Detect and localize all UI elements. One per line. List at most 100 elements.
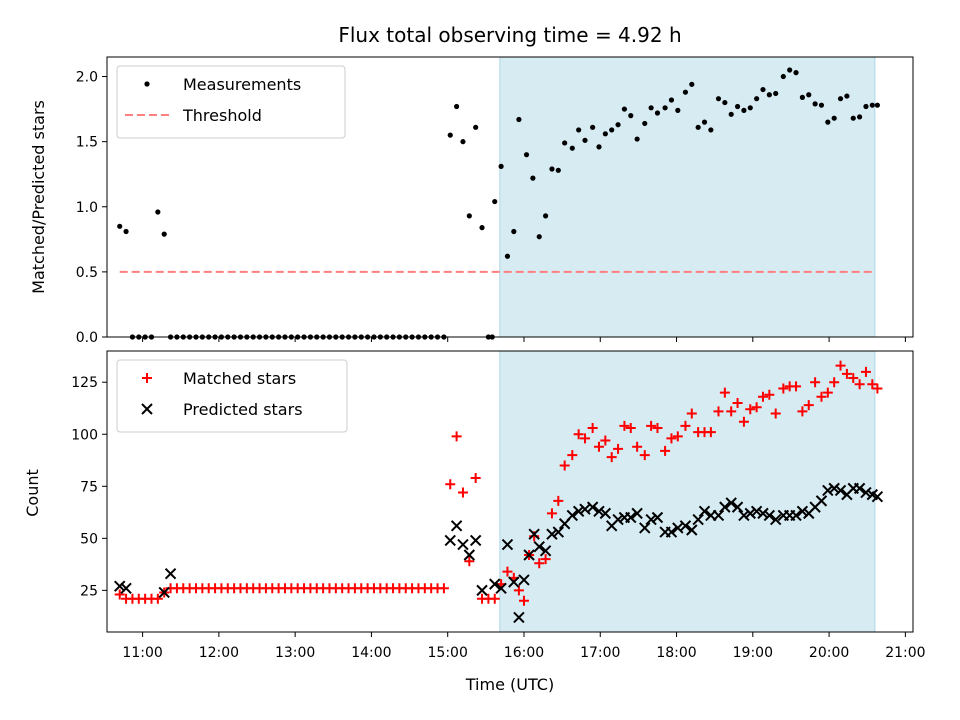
data-point <box>438 583 449 594</box>
data-point <box>615 122 621 128</box>
data-point <box>793 70 799 76</box>
data-point <box>593 505 605 517</box>
data-point <box>590 124 596 130</box>
data-point <box>675 107 681 113</box>
y-tick-label: 125 <box>71 375 98 391</box>
data-point <box>596 144 602 150</box>
data-point <box>705 427 716 438</box>
data-point <box>569 145 575 151</box>
bottom-plot-area: 25 50 75 100 125 11:00 12:00 13:00 14:00 15:00 16:… <box>71 350 926 661</box>
data-point <box>810 377 821 388</box>
data-point <box>621 106 628 112</box>
data-point <box>796 505 809 517</box>
data-point <box>120 582 132 594</box>
data-point <box>587 423 598 434</box>
x-tick-label: 20:00 <box>809 645 849 661</box>
data-point <box>552 526 565 538</box>
data-point <box>582 137 588 143</box>
data-point <box>816 391 827 402</box>
data-point <box>799 94 805 100</box>
data-point <box>530 175 536 181</box>
data-point <box>463 549 476 561</box>
data-point <box>457 538 469 551</box>
data-point <box>731 501 744 513</box>
x-tick-label: 12:00 <box>199 645 239 661</box>
data-point <box>489 593 500 604</box>
data-point <box>769 513 782 526</box>
legend-label: Matched stars <box>183 369 296 388</box>
data-point <box>822 484 834 497</box>
data-point <box>528 528 540 540</box>
x-tick-label: 21:00 <box>885 645 925 661</box>
data-point <box>158 586 170 599</box>
data-point <box>825 119 831 125</box>
data-point <box>662 105 668 111</box>
data-point <box>848 373 859 384</box>
data-point <box>751 402 762 413</box>
data-point <box>646 420 657 431</box>
x-tick-label: 14:00 <box>351 645 391 661</box>
y-tick-label: 25 <box>80 583 98 599</box>
data-point <box>599 507 612 520</box>
data-point <box>844 93 850 99</box>
data-point <box>763 509 776 522</box>
data-point <box>625 511 637 524</box>
data-point <box>829 377 840 388</box>
x-tick-label: 19:00 <box>733 645 773 661</box>
top-series-measurements <box>117 67 881 340</box>
data-point <box>444 534 456 547</box>
data-point <box>518 595 529 606</box>
data-point <box>464 556 475 567</box>
data-point <box>593 441 604 452</box>
data-point <box>812 101 818 107</box>
data-point <box>863 103 869 110</box>
data-point <box>654 110 661 116</box>
data-point <box>606 452 617 463</box>
y-tick-label: 50 <box>80 531 98 547</box>
data-point <box>726 406 737 417</box>
data-point <box>803 400 814 411</box>
data-point <box>504 253 511 259</box>
data-point <box>854 379 865 390</box>
data-point <box>666 433 677 444</box>
data-point <box>576 127 582 133</box>
data-point <box>682 89 689 95</box>
data-point <box>567 450 578 461</box>
data-point <box>553 495 564 506</box>
data-point <box>450 520 463 532</box>
data-point <box>511 228 517 235</box>
x-axis-label: Time (UTC) <box>465 675 554 694</box>
data-point <box>634 136 640 142</box>
data-point <box>625 423 636 434</box>
data-point <box>741 107 747 113</box>
data-point <box>764 389 775 400</box>
data-point <box>815 495 828 507</box>
data-point <box>719 501 731 513</box>
data-point <box>648 105 654 111</box>
legend-box <box>116 65 346 139</box>
data-point <box>668 97 675 103</box>
data-point <box>728 111 734 117</box>
data-point <box>447 132 453 138</box>
data-point <box>686 524 698 536</box>
legend-marker <box>142 373 152 383</box>
y-tick-label: 0.0 <box>76 330 98 346</box>
data-point <box>602 131 608 137</box>
data-point <box>555 167 561 173</box>
data-point <box>612 513 624 526</box>
data-point <box>451 431 462 442</box>
data-point <box>679 520 692 532</box>
data-point <box>454 103 460 110</box>
data-point <box>773 90 779 97</box>
data-point <box>549 166 555 172</box>
top-axes-frame <box>106 56 914 338</box>
data-point <box>476 584 488 597</box>
data-point <box>750 505 763 517</box>
data-point <box>695 124 701 130</box>
data-point <box>712 509 725 522</box>
data-point <box>155 209 161 215</box>
data-point <box>860 486 872 499</box>
data-point <box>715 96 722 102</box>
data-point <box>164 568 177 580</box>
data-point <box>489 578 501 590</box>
